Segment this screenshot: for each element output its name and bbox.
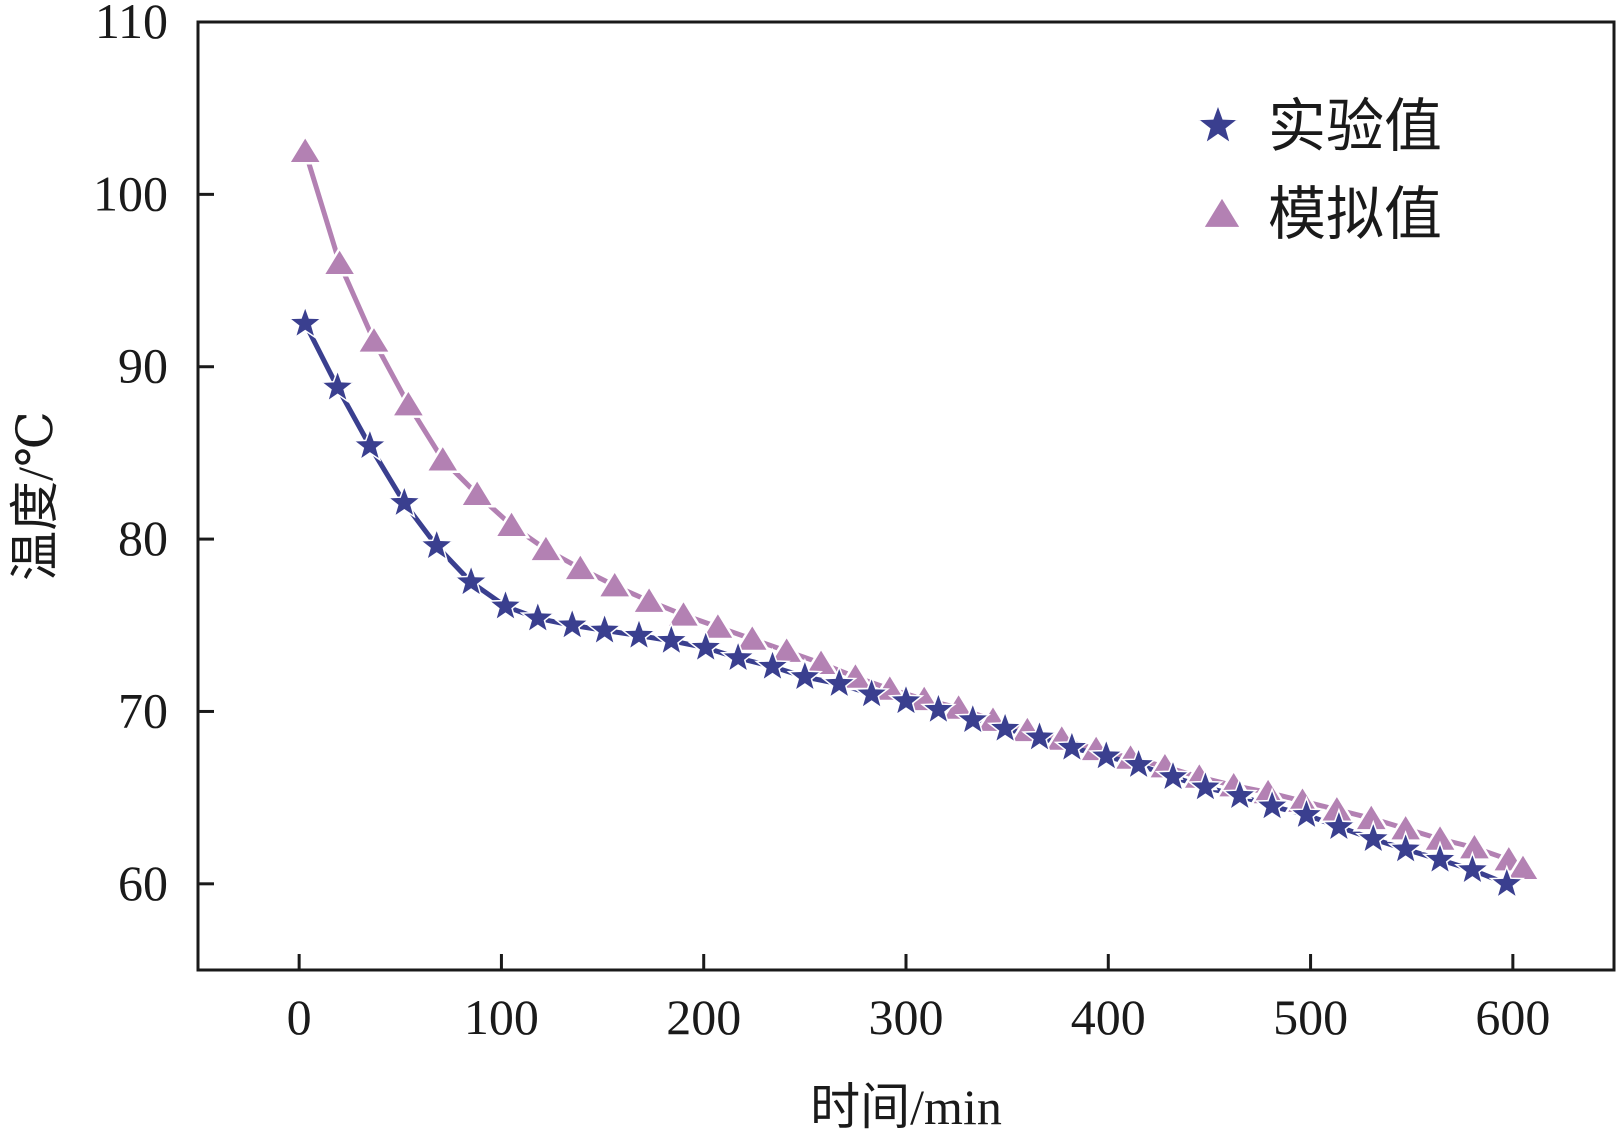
data-point-star — [1355, 819, 1392, 855]
data-point-star — [1387, 830, 1424, 865]
data-point-triangle — [355, 323, 393, 355]
data-point-star — [319, 368, 356, 403]
legend-label: 实验值 — [1268, 92, 1442, 160]
data-point-star — [1187, 768, 1224, 803]
data-point-star — [452, 563, 490, 598]
x-tick-label: 300 — [869, 989, 944, 1045]
y-tick-label: 110 — [95, 0, 168, 49]
data-point-triangle — [699, 609, 737, 641]
data-point-star — [1221, 776, 1258, 812]
data-point-triangle — [664, 597, 703, 629]
data-point-star — [487, 587, 524, 622]
data-point-star — [1154, 757, 1192, 793]
data-point-star — [519, 599, 557, 634]
data-point-star — [1488, 864, 1526, 900]
data-point-star — [1088, 737, 1125, 772]
data-point-star — [1120, 745, 1157, 781]
legend-triangle-icon — [1199, 193, 1245, 230]
data-point-star — [586, 611, 623, 646]
data-point-star — [821, 664, 858, 700]
data-point-star — [853, 674, 890, 710]
data-point-triangle — [458, 476, 496, 508]
data-point-star — [620, 616, 658, 652]
y-tick-label: 70 — [118, 682, 168, 738]
data-point-star — [1253, 787, 1291, 822]
x-tick-label: 200 — [666, 989, 741, 1045]
data-point-star — [1021, 718, 1058, 753]
data-point-star — [786, 657, 824, 693]
x-tick-label: 100 — [464, 989, 539, 1045]
data-point-star — [386, 483, 423, 519]
data-point-triangle — [424, 442, 462, 474]
data-point-triangle — [1504, 850, 1542, 882]
data-point-star — [986, 709, 1024, 745]
data-point-star — [351, 426, 389, 462]
data-point-triangle — [492, 507, 531, 539]
data-point-star — [1454, 850, 1491, 886]
x-axis-title: 时间/min — [810, 1079, 1002, 1135]
x-tick-label: 0 — [287, 989, 312, 1045]
x-tick-label: 500 — [1273, 989, 1348, 1045]
data-point-star — [1421, 840, 1459, 876]
legend-label: 模拟值 — [1268, 180, 1442, 248]
legend-star-icon — [1194, 101, 1242, 147]
data-point-star — [1053, 728, 1091, 764]
data-point-triangle — [527, 532, 565, 563]
y-axis-title: 温度/℃ — [7, 411, 63, 581]
y-tick-label: 100 — [93, 165, 168, 221]
data-point-star — [754, 647, 791, 683]
x-tick-label: 400 — [1071, 989, 1146, 1045]
x-tick-label: 600 — [1475, 989, 1550, 1045]
data-point-triangle — [561, 550, 600, 582]
data-point-star — [653, 621, 690, 657]
data-point-star — [1288, 795, 1325, 831]
data-point-triangle — [286, 133, 324, 165]
data-point-triangle — [389, 387, 428, 418]
series-line-simulated — [302, 150, 1525, 871]
axis-ticks: 0 100 200 300 400 500 600 60 70 80 90 100 110 — [93, 0, 1550, 1045]
data-point-star — [887, 681, 925, 717]
data-point-star — [920, 690, 957, 726]
data-point-triangle — [802, 645, 840, 677]
data-point-triangle — [595, 568, 634, 599]
data-point-triangle — [630, 583, 668, 615]
series-line-experimental — [302, 322, 1508, 887]
y-tick-label: 60 — [118, 855, 168, 911]
series-lines — [302, 150, 1525, 887]
data-point-star — [286, 304, 324, 340]
data-point-star — [954, 700, 991, 736]
data-point-star — [418, 526, 455, 562]
data-point-triangle — [733, 621, 771, 653]
data-point-star — [554, 606, 591, 641]
series-markers — [286, 133, 1542, 900]
data-point-triangle — [320, 245, 359, 277]
data-point-star — [1320, 807, 1358, 843]
data-point-star — [687, 628, 724, 664]
data-point-star — [719, 638, 757, 674]
y-tick-label: 90 — [118, 338, 168, 394]
y-tick-label: 80 — [118, 510, 168, 566]
